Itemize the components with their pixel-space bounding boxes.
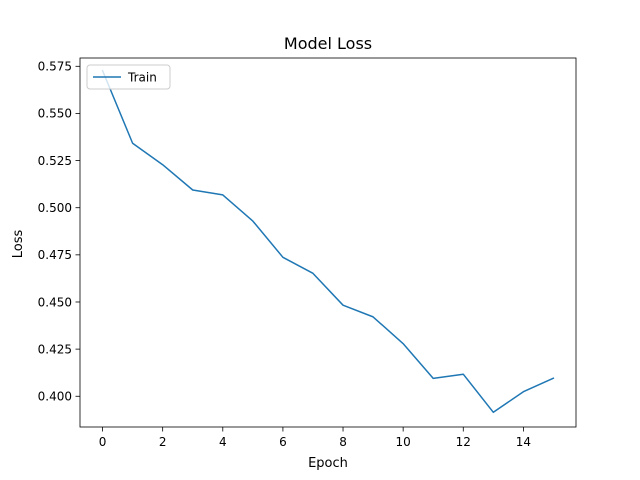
- x-tick-label: 8: [339, 435, 347, 449]
- y-tick-label: 0.475: [38, 248, 72, 262]
- axes-frame: [79, 57, 577, 428]
- chart-title: Model Loss: [284, 34, 372, 53]
- y-tick-label: 0.550: [38, 107, 72, 121]
- x-axis-label: Epoch: [308, 456, 348, 471]
- y-tick-label: 0.400: [38, 390, 72, 404]
- series-line-0: [101, 69, 555, 414]
- y-tick-label: 0.575: [38, 60, 72, 74]
- plot-area: 0 2 4 6 8 10 12 14 0.400 0.425 0.450 0.475 0.500 0.52…: [38, 57, 577, 449]
- x-tick-label: 2: [159, 435, 167, 449]
- y-tick-label: 0.525: [38, 154, 72, 168]
- y-tick-label: 0.450: [38, 295, 72, 309]
- legend-box: [86, 64, 171, 90]
- x-tick-label: 4: [219, 435, 227, 449]
- x-tick-label: 10: [396, 435, 411, 449]
- x-tick-label: 14: [516, 435, 531, 449]
- legend-label: Train: [127, 70, 157, 84]
- y-axis-label: Loss: [11, 230, 26, 259]
- x-tick-label: 12: [456, 435, 471, 449]
- x-tick-label: 0: [99, 435, 107, 449]
- y-tick-label: 0.425: [38, 342, 72, 356]
- x-tick-label: 6: [279, 435, 287, 449]
- y-tick-label: 0.500: [38, 201, 72, 215]
